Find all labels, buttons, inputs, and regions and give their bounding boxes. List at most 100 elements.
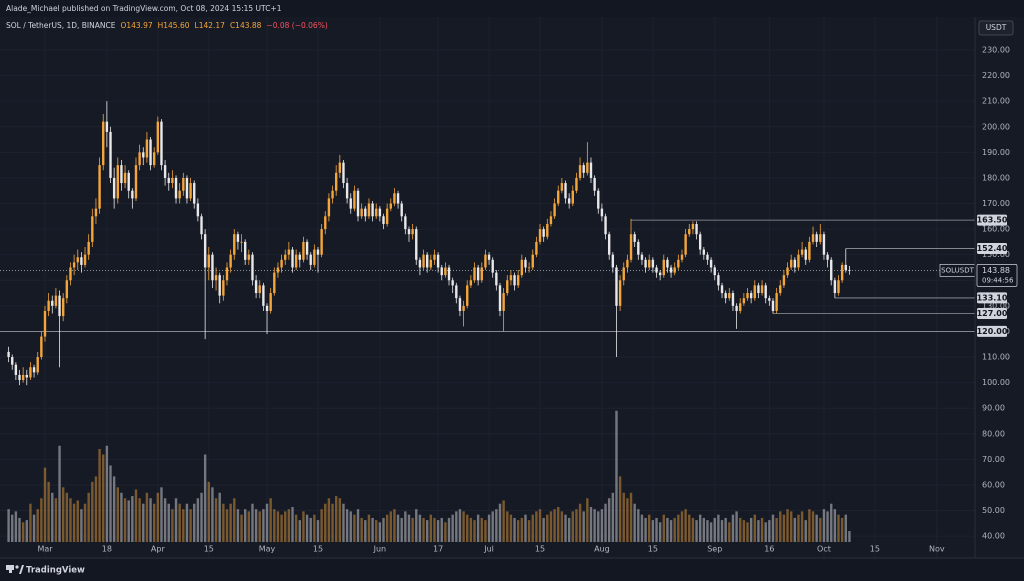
candle-body (451, 280, 454, 286)
candle-body (760, 285, 764, 294)
volume-bar (629, 492, 633, 542)
volume-bar (236, 509, 240, 542)
x-tick-label: 15 (535, 545, 545, 554)
candle-body (120, 165, 123, 184)
volume-bar (269, 498, 272, 542)
volume-bar (669, 520, 673, 542)
volume-bar (476, 514, 480, 542)
symbol: SOL / TetherUS, 1D, BINANCE (6, 21, 116, 30)
level-label: 127.00 (977, 309, 1008, 318)
candle-body (749, 293, 753, 299)
candle-body (353, 190, 356, 209)
volume-bar (102, 454, 105, 542)
volume-bar (273, 509, 276, 542)
volume-bar (233, 498, 236, 542)
candle-body (644, 259, 647, 268)
candle-body (444, 267, 447, 276)
volume-bar (833, 509, 837, 542)
candle-body (709, 259, 713, 268)
volume-bar (123, 498, 127, 542)
candle-body (371, 203, 374, 217)
volume-bar (152, 503, 156, 542)
volume-bar (830, 503, 833, 542)
candle-body (476, 267, 480, 281)
volume-bar (779, 511, 782, 542)
candle-body (25, 374, 28, 378)
volume-bar (251, 503, 254, 542)
volume-bar (36, 509, 39, 542)
volume-bar (764, 522, 767, 542)
y-tick-label: 190.00 (982, 148, 1010, 157)
candle-body (753, 285, 756, 299)
candle-body (553, 203, 556, 217)
volume-bar (32, 514, 36, 542)
x-tick-label: Oct (817, 545, 831, 554)
x-tick-label: 15 (204, 545, 214, 554)
candle-body (43, 310, 47, 337)
candle-body (123, 172, 127, 184)
candle-body (98, 165, 101, 209)
candle-body (349, 198, 352, 209)
candle-body (833, 280, 837, 294)
y-tick-label: 200.00 (982, 122, 1010, 131)
candle-body (225, 267, 229, 281)
volume-bar (207, 481, 210, 542)
x-tick-label: 15 (313, 545, 323, 554)
volume-bar (837, 514, 840, 542)
volume-bar (258, 511, 261, 542)
candle-body (415, 229, 418, 260)
candle-body (629, 234, 633, 260)
candle-body (385, 208, 389, 224)
volume-bar (353, 514, 356, 542)
x-tick-label: Mar (37, 545, 53, 554)
candle-body (524, 259, 527, 268)
volume-bar (524, 514, 527, 542)
candle-body (793, 259, 797, 268)
volume-bar (600, 509, 604, 542)
volume-bar (720, 520, 724, 542)
candle-body (487, 254, 491, 260)
volume-bar (382, 517, 385, 542)
volume-bar (578, 503, 582, 542)
volume-bar (18, 517, 21, 542)
volume-bar (138, 498, 141, 542)
candle-body (535, 241, 538, 255)
candle-body (160, 121, 163, 166)
candle-body (116, 165, 119, 199)
volume-bar (451, 514, 454, 542)
volume-bar (768, 520, 771, 542)
volume-bar (65, 492, 69, 542)
candle-body (251, 254, 254, 281)
volume-bar (575, 509, 578, 542)
candle-body (375, 208, 378, 217)
volume-bar (520, 517, 524, 542)
volume-bar (567, 517, 571, 542)
volume-bar (618, 476, 622, 542)
candle-body (768, 298, 771, 301)
volume-bar (626, 498, 629, 542)
candle-body (291, 249, 294, 268)
candle-body (779, 285, 782, 294)
volume-bar (425, 520, 429, 542)
candle-body (717, 275, 720, 286)
volume-bar (804, 520, 807, 542)
candle-body (498, 285, 502, 311)
volume-bar (98, 449, 101, 542)
candle-body (593, 177, 596, 191)
volume-bar (702, 517, 706, 542)
volume-bar (677, 514, 680, 542)
volume-bar (782, 514, 786, 542)
candle-body (418, 259, 422, 268)
candle-body (542, 229, 545, 237)
logo-part (6, 565, 14, 570)
y-tick-label: 70.00 (982, 455, 1005, 464)
candle-body (91, 216, 94, 242)
candle-body (826, 254, 829, 260)
volume-bar (320, 509, 323, 542)
volume-bar (142, 503, 145, 542)
logo-part (19, 565, 24, 574)
legend-value: C143.88 (230, 21, 262, 30)
volume-bar (684, 509, 687, 542)
volume-bar (717, 514, 720, 542)
volume-bar (178, 503, 181, 542)
